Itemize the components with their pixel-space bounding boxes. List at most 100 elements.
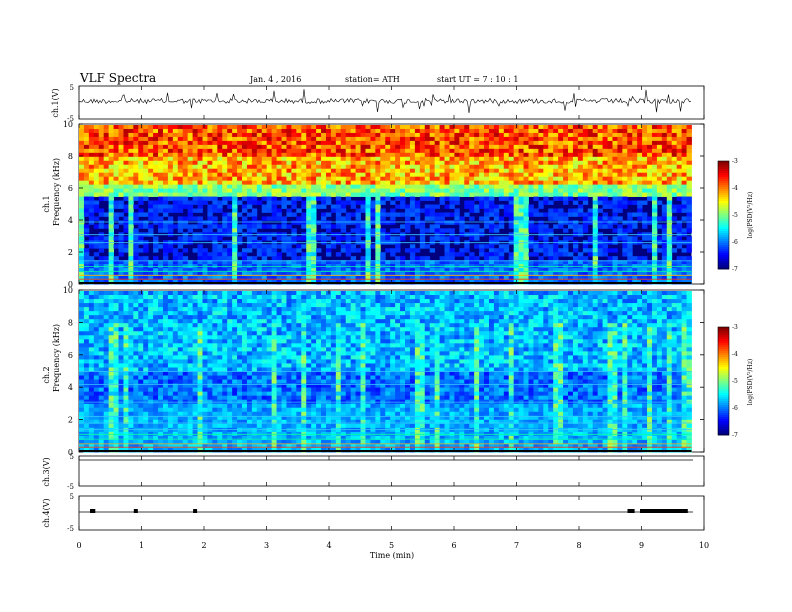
- spectrogram-cell: [276, 244, 282, 249]
- spectrogram-cell: [350, 236, 357, 241]
- spectrogram-cell: [138, 367, 144, 372]
- spectrogram-cell: [325, 244, 332, 249]
- spectrogram-cell: [577, 256, 584, 261]
- spectrogram-cell: [651, 256, 658, 261]
- spectrogram-cell: [311, 140, 317, 146]
- spectrogram-cell: [484, 244, 490, 249]
- spectrogram-cell: [128, 411, 134, 417]
- spectrogram-cell: [325, 192, 332, 197]
- spectrogram-cell: [405, 208, 411, 213]
- spectrogram-cell: [405, 136, 411, 142]
- spectrogram-cell: [523, 208, 529, 213]
- spectrogram-cell: [143, 152, 149, 158]
- spectrogram-cell: [474, 136, 480, 142]
- spectrogram-cell: [488, 132, 495, 138]
- spectrogram-cell: [405, 172, 411, 178]
- spectrogram-cell: [686, 212, 692, 217]
- spectrogram-cell: [128, 331, 134, 336]
- spectrogram-cell: [548, 228, 554, 233]
- spectrogram-cell: [469, 204, 475, 209]
- spectrogram-cell: [405, 144, 411, 150]
- spectrogram-cell: [390, 132, 396, 138]
- spectrogram-cell: [563, 268, 569, 273]
- spectrogram-cell: [83, 295, 90, 300]
- spectrogram-cell: [572, 152, 579, 158]
- spectrogram-cell: [518, 212, 524, 217]
- spectrogram-cell: [503, 125, 510, 130]
- spectrogram-cell: [306, 152, 312, 158]
- spectrogram-cell: [162, 220, 169, 225]
- spectrogram-cell: [469, 208, 475, 213]
- spectrogram-cell: [681, 172, 687, 178]
- spectrogram-cell: [484, 156, 490, 162]
- spectrogram-cell: [187, 204, 194, 209]
- spectrogram-cell: [444, 252, 450, 257]
- spectrogram-cell: [513, 192, 520, 197]
- spectrogram-cell: [182, 220, 189, 225]
- spectrogram-cell: [592, 192, 599, 197]
- spectrogram-cell: [355, 260, 361, 265]
- spectrogram-cell: [276, 140, 282, 146]
- spectrogram-cell: [227, 176, 233, 182]
- spectrogram-cell: [123, 228, 129, 233]
- spectrogram-cell: [148, 307, 154, 312]
- spectrogram-cell: [340, 184, 347, 190]
- spectrogram-cell: [681, 228, 687, 233]
- spectrogram-cell: [498, 224, 505, 229]
- spectrogram-cell: [523, 212, 529, 217]
- spectrogram-cell: [321, 220, 327, 225]
- spectrogram-cell: [587, 208, 594, 213]
- spectrogram-cell: [83, 307, 90, 312]
- spectrogram-cell: [177, 272, 184, 277]
- spectrogram-cell: [153, 132, 159, 138]
- spectrogram-cell: [409, 148, 416, 154]
- spectrogram-cell: [370, 208, 376, 213]
- spectrogram-cell: [508, 208, 515, 213]
- spectrogram-cell: [642, 244, 648, 249]
- spectrogram-cell: [98, 311, 105, 316]
- spectrogram-cell: [281, 236, 287, 241]
- spectrogram-cell: [538, 128, 544, 134]
- spectrogram-cell: [162, 248, 169, 253]
- spectrogram-cell: [108, 375, 114, 380]
- spectrogram-cell: [143, 319, 149, 324]
- spectrogram-cell: [222, 200, 228, 205]
- spectrogram-cell: [266, 168, 273, 174]
- spectrogram-cell: [291, 176, 297, 182]
- ytick-label: 6: [68, 184, 73, 193]
- spectrogram-cell: [93, 164, 100, 170]
- spectrogram-cell: [207, 204, 213, 209]
- spectrogram-cell: [88, 125, 95, 130]
- spectrogram-cell: [316, 260, 322, 265]
- spectrogram-cell: [148, 335, 154, 340]
- spectrogram-cell: [128, 435, 134, 441]
- spectrogram-cell: [632, 180, 638, 186]
- spectrogram-cell: [153, 244, 159, 249]
- spectrogram-cell: [276, 156, 282, 162]
- spectrogram-cell: [474, 204, 480, 209]
- spectrogram-cell: [340, 272, 347, 277]
- spectrogram-cell: [335, 268, 342, 273]
- spectrogram-cell: [563, 216, 569, 221]
- spectrogram-cell: [419, 184, 426, 190]
- spectrogram-cell: [434, 184, 440, 190]
- spectrogram-cell: [375, 192, 381, 197]
- spectrogram-cell: [538, 204, 544, 209]
- spectrogram-cell: [128, 371, 134, 376]
- spectrogram-cell: [375, 152, 381, 158]
- spectrogram-cell: [207, 276, 213, 281]
- spectrogram-cell: [498, 256, 505, 261]
- spectrogram-cell: [93, 367, 100, 372]
- spectrogram-cell: [533, 208, 539, 213]
- spectrogram-cell: [607, 132, 613, 138]
- spectrogram-cell: [162, 204, 169, 209]
- spectrogram-cell: [261, 176, 268, 182]
- spectrogram-cell: [158, 272, 164, 277]
- spectrogram-cell: [113, 160, 119, 166]
- spectrogram-cell: [148, 415, 154, 421]
- spectrogram-cell: [79, 125, 85, 130]
- spectrogram-cell: [642, 180, 648, 186]
- spectrogram-cell: [222, 260, 228, 265]
- spectrogram-cell: [558, 136, 564, 142]
- spectrogram-cell: [286, 152, 292, 158]
